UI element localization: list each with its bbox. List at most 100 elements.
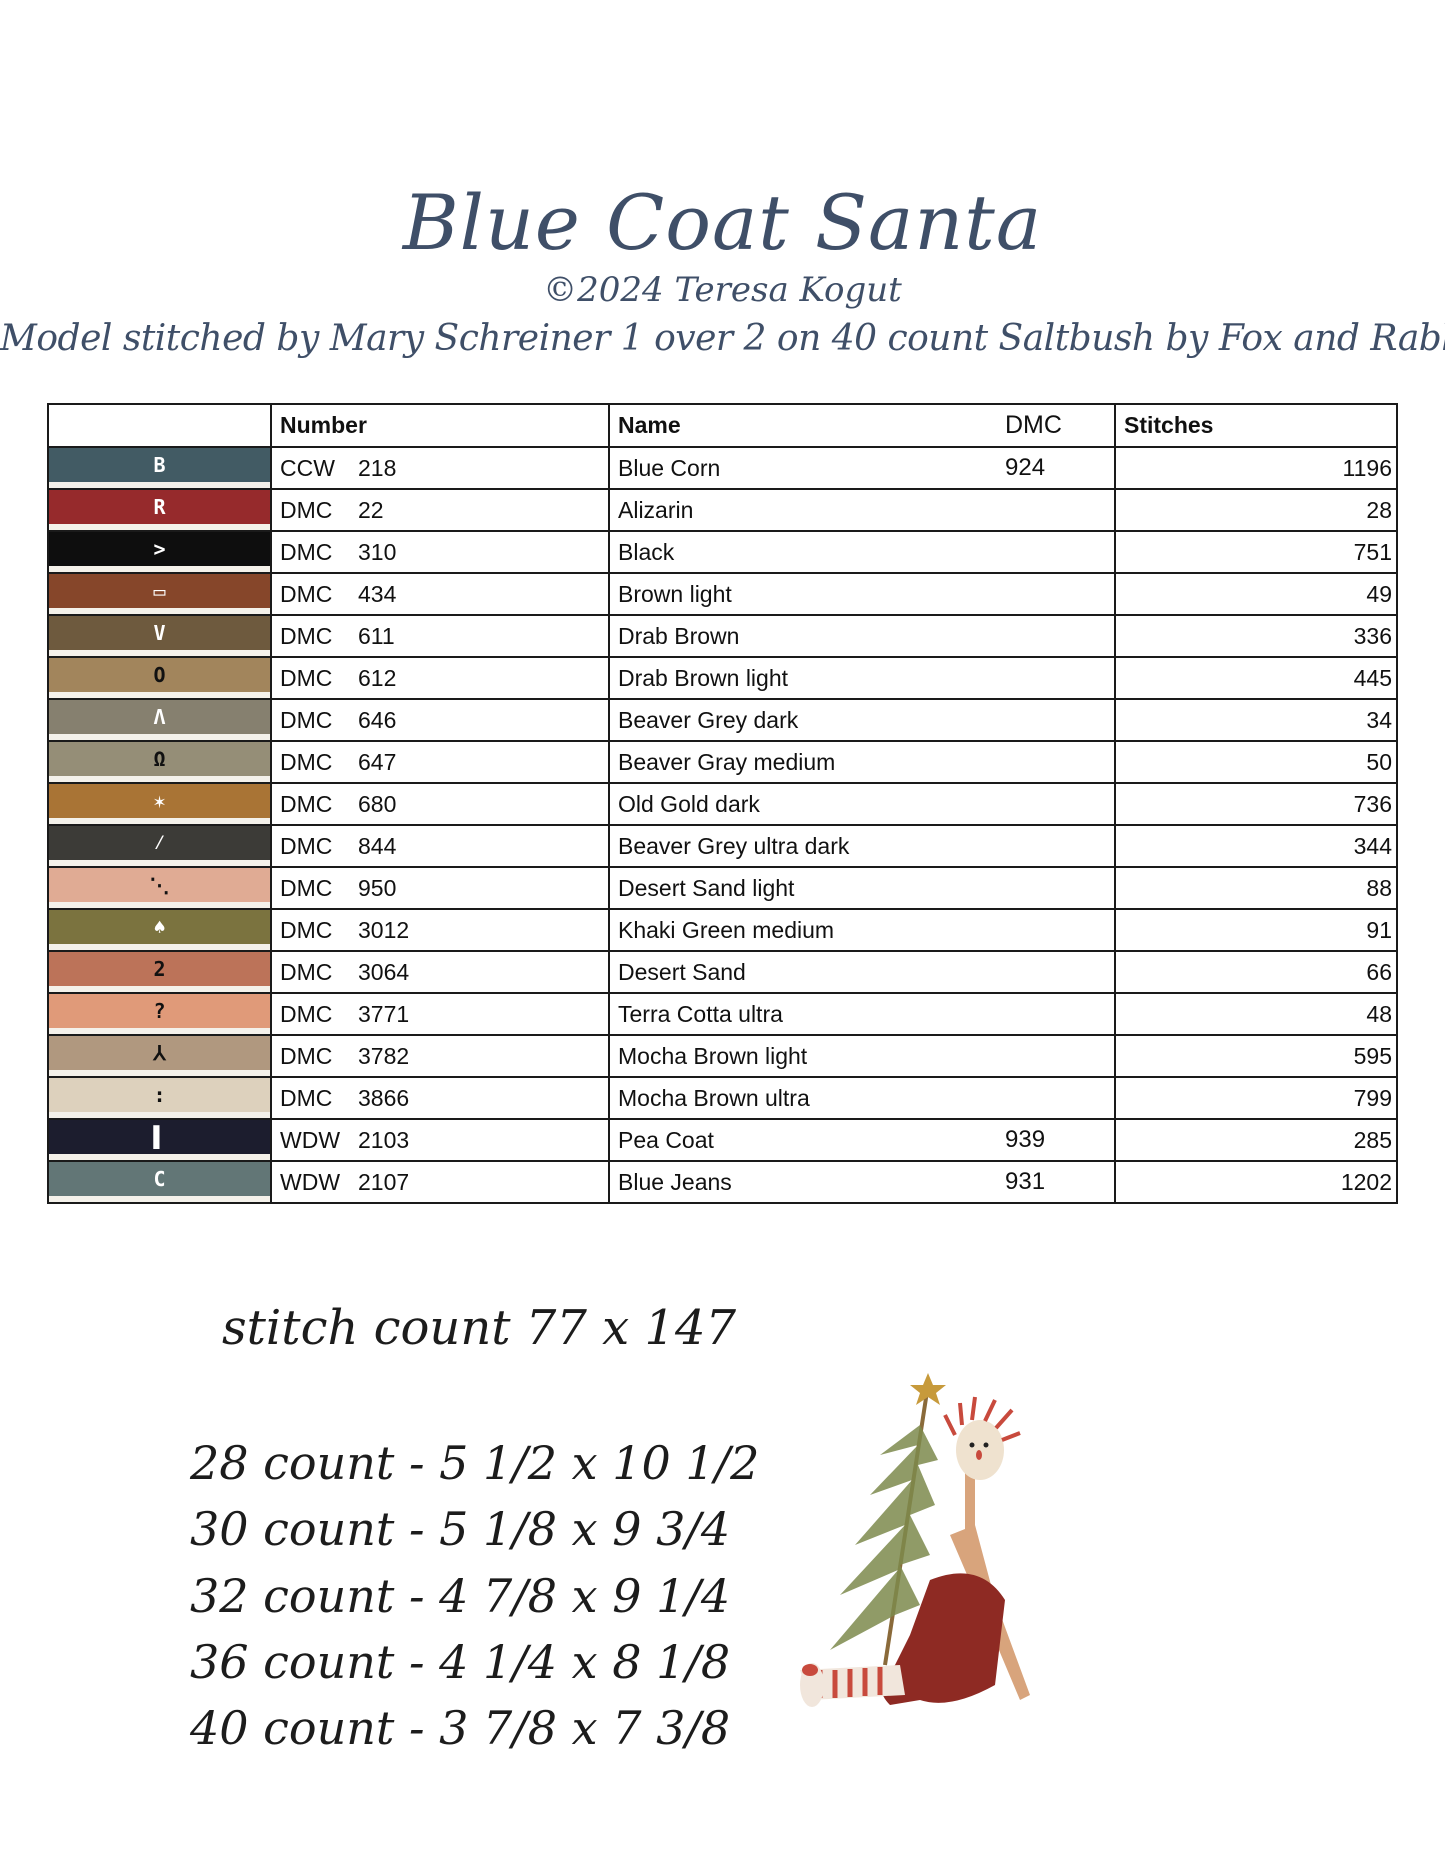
stitch-count-cell: 595	[1114, 1034, 1398, 1078]
symbol-icon: C	[153, 1167, 166, 1191]
thread-brand: DMC	[280, 1042, 333, 1069]
header-name-label: Name	[618, 412, 681, 438]
thread-name: Pea Coat	[618, 1126, 714, 1153]
thread-name: Blue Corn	[618, 454, 721, 481]
thread-name-cell: Drab Brown light	[608, 656, 1116, 700]
stitch-count-cell: 736	[1114, 782, 1398, 826]
thread-brand: DMC	[280, 790, 333, 817]
symbol-icon: ✶	[153, 789, 166, 813]
symbol-icon: Ω	[153, 747, 166, 771]
stitch-count-cell: 1202	[1114, 1160, 1398, 1204]
thread-name-cell: Brown light	[608, 572, 1116, 616]
thread-name-cell: Pea Coat 939	[608, 1118, 1116, 1162]
page-title: Blue Coat Santa	[402, 178, 1043, 267]
size-line: 30 count - 5 1/8 x 9 3/4	[190, 1502, 731, 1556]
stitch-count-cell: 49	[1114, 572, 1398, 616]
thread-code: 647	[358, 748, 397, 775]
thread-name-cell: Old Gold dark	[608, 782, 1116, 826]
dmc-equivalent: 939	[1005, 1126, 1046, 1153]
table-row: O DMC 612 Drab Brown light 445	[47, 656, 1398, 700]
thread-name: Beaver Grey dark	[618, 706, 799, 733]
header-dmc: DMC	[1005, 411, 1062, 439]
color-swatch: V	[47, 614, 272, 658]
header-stitches: Stitches	[1114, 403, 1398, 448]
thread-name-cell: Terra Cotta ultra	[608, 992, 1116, 1036]
symbol-icon: ?	[153, 999, 166, 1023]
thread-brand: DMC	[280, 874, 333, 901]
color-swatch: ?	[47, 992, 272, 1036]
stitch-count-cell: 91	[1114, 908, 1398, 952]
thread-number: DMC 612	[270, 656, 610, 700]
thread-name: Beaver Gray medium	[618, 748, 836, 775]
table-row: B CCW 218 Blue Corn 924 1196	[47, 446, 1398, 490]
thread-number: DMC 3771	[270, 992, 610, 1036]
thread-number: DMC 3012	[270, 908, 610, 952]
color-swatch: :	[47, 1076, 272, 1120]
color-swatch: C	[47, 1160, 272, 1204]
symbol-icon: ▌	[153, 1125, 166, 1149]
size-line: 36 count - 4 1/4 x 8 1/8	[190, 1635, 731, 1689]
thread-brand: DMC	[280, 832, 333, 859]
thread-brand: DMC	[280, 916, 333, 943]
thread-name-cell: Blue Jeans 931	[608, 1160, 1116, 1204]
thread-code: 2107	[358, 1168, 410, 1195]
stitch-count-cell: 34	[1114, 698, 1398, 742]
model-note: Model stitched by Mary Schreiner 1 over …	[0, 318, 1445, 359]
thread-number: DMC 3064	[270, 950, 610, 994]
color-swatch: ⋱	[47, 866, 272, 910]
stitch-count-cell: 66	[1114, 950, 1398, 994]
symbol-icon: O	[153, 663, 166, 687]
thread-code: 844	[358, 832, 397, 859]
thread-number: CCW 218	[270, 446, 610, 490]
stitch-count-cell: 336	[1114, 614, 1398, 658]
thread-code: 3866	[358, 1084, 410, 1111]
stitch-count-cell: 48	[1114, 992, 1398, 1036]
thread-number: DMC 3782	[270, 1034, 610, 1078]
thread-number: DMC 310	[270, 530, 610, 574]
thread-code: 310	[358, 538, 397, 565]
tree-icon	[830, 1373, 946, 1666]
thread-brand: DMC	[280, 706, 333, 733]
thread-brand: DMC	[280, 538, 333, 565]
symbol-icon: ⁄	[153, 830, 166, 854]
thread-name: Drab Brown light	[618, 664, 789, 691]
symbol-icon: ▭	[153, 579, 166, 603]
table-row: Λ DMC 646 Beaver Grey dark 34	[47, 698, 1398, 742]
copyright: ©2024 Teresa Kogut	[543, 270, 902, 310]
thread-name: Desert Sand	[618, 958, 746, 985]
stitch-count-cell: 445	[1114, 656, 1398, 700]
thread-code: 612	[358, 664, 397, 691]
table-row: ▌ WDW 2103 Pea Coat 939 285	[47, 1118, 1398, 1162]
thread-code: 434	[358, 580, 397, 607]
color-swatch: B	[47, 446, 272, 490]
thread-name-cell: Desert Sand light	[608, 866, 1116, 910]
thread-name: Alizarin	[618, 496, 694, 523]
thread-name: Mocha Brown ultra	[618, 1084, 810, 1111]
stitch-count: stitch count 77 x 147	[222, 1300, 737, 1356]
table-row: ? DMC 3771 Terra Cotta ultra 48	[47, 992, 1398, 1036]
thread-number: DMC 844	[270, 824, 610, 868]
color-swatch: >	[47, 530, 272, 574]
symbol-icon: V	[153, 621, 166, 645]
thread-name: Black	[618, 538, 675, 565]
color-swatch: R	[47, 488, 272, 532]
table-row: ⅄ DMC 3782 Mocha Brown light 595	[47, 1034, 1398, 1078]
thread-number: DMC 3866	[270, 1076, 610, 1120]
thread-name-cell: Alizarin	[608, 488, 1116, 532]
table-row: ▭ DMC 434 Brown light 49	[47, 572, 1398, 616]
symbol-icon: :	[153, 1083, 166, 1107]
stitch-count-cell: 50	[1114, 740, 1398, 784]
color-swatch: Ω	[47, 740, 272, 784]
thread-code: 218	[358, 454, 397, 481]
thread-name-cell: Beaver Grey dark	[608, 698, 1116, 742]
thread-name: Brown light	[618, 580, 732, 607]
thread-brand: DMC	[280, 664, 333, 691]
table-row: V DMC 611 Drab Brown 336	[47, 614, 1398, 658]
symbol-icon: B	[153, 453, 166, 477]
thread-brand: WDW	[280, 1168, 341, 1195]
table-row: Ω DMC 647 Beaver Gray medium 50	[47, 740, 1398, 784]
thread-brand: DMC	[280, 1084, 333, 1111]
table-row: > DMC 310 Black 751	[47, 530, 1398, 574]
table-row: R DMC 22 Alizarin 28	[47, 488, 1398, 532]
thread-code: 680	[358, 790, 397, 817]
